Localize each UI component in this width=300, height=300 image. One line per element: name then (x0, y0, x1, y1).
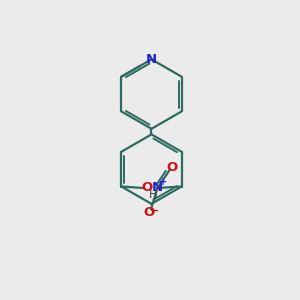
Text: N: N (146, 53, 157, 66)
Text: −: − (150, 206, 160, 216)
Text: +: + (159, 176, 167, 187)
Text: O: O (166, 161, 178, 175)
Text: N: N (152, 182, 163, 194)
Text: O: O (141, 182, 152, 194)
Text: H: H (149, 188, 158, 201)
Text: O: O (143, 206, 155, 219)
